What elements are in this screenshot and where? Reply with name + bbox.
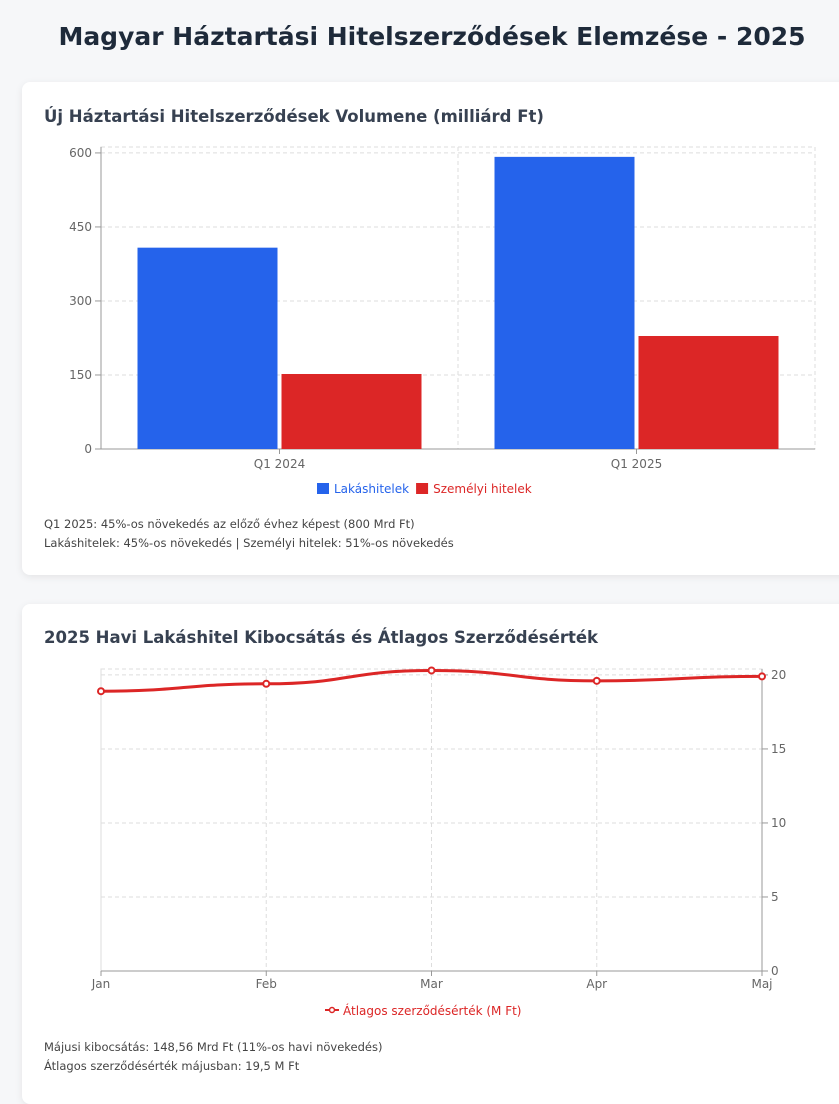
x-tick-label: Q1 2025 — [611, 457, 662, 471]
bar-chart-notes: Q1 2025: 45%-os növekedés az előző évhez… — [44, 515, 454, 553]
line-chart-title: 2025 Havi Lakáshitel Kibocsátás és Átlag… — [44, 628, 599, 647]
x-tick-label: Mar — [420, 977, 443, 991]
y-tick-label: 15 — [771, 742, 786, 756]
legend-label: Átlagos szerződésérték (M Ft) — [343, 1003, 521, 1018]
legend-marker — [328, 1006, 336, 1014]
legend-swatch — [317, 483, 329, 494]
y-tick-label: 300 — [69, 294, 92, 308]
note-line: Májusi kibocsátás: 148,56 Mrd Ft (11%-os… — [44, 1040, 383, 1054]
x-tick-label: Q1 2024 — [254, 457, 305, 471]
line-chart: 0 5 10 15 20 Jan Feb Mar Apr Maj Átlagos szerződés… — [91, 666, 786, 1018]
bar-chart: 0 150 300 450 600 Q1 2024 Q1 2025 Lakáshitelek S… — [69, 146, 816, 496]
page-title: Magyar Háztartási Hitelszerződések Elemz… — [58, 22, 806, 51]
x-tick-label: Jan — [91, 977, 111, 991]
y-tick-label: 20 — [771, 668, 786, 682]
data-point — [427, 666, 436, 675]
y-tick-label: 0 — [84, 442, 92, 456]
bar-Lakáshitelek — [494, 156, 635, 450]
data-point — [262, 679, 271, 688]
y-tick-label: 450 — [69, 220, 92, 234]
note-line: Átlagos szerződésérték májusban: 19,5 M … — [44, 1059, 300, 1073]
y-tick-label: 0 — [771, 964, 779, 978]
data-point — [758, 672, 766, 681]
x-tick-label: Feb — [256, 977, 277, 991]
data-point — [97, 687, 105, 696]
x-tick-label: Apr — [586, 977, 607, 991]
note-line: Q1 2025: 45%-os növekedés az előző évhez… — [44, 517, 415, 531]
bar-Lakáshitelek — [137, 247, 278, 449]
y-tick-label: 150 — [69, 368, 92, 382]
bar-chart-card: Új Háztartási Hitelszerződések Volumene … — [22, 82, 839, 575]
legend-label: Személyi hitelek — [433, 482, 532, 496]
line-chart-card: 2025 Havi Lakáshitel Kibocsátás és Átlag… — [22, 604, 839, 1104]
line-chart-notes: Májusi kibocsátás: 148,56 Mrd Ft (11%-os… — [44, 1038, 382, 1076]
bar-Személyi hitelek — [638, 335, 779, 449]
y-tick-label: 5 — [771, 890, 779, 904]
note-line: Lakáshitelek: 45%-os növekedés | Személy… — [44, 536, 454, 550]
legend-label: Lakáshitelek — [334, 482, 409, 496]
bar-Személyi hitelek — [281, 373, 422, 449]
y-tick-label: 600 — [69, 146, 92, 160]
y-tick-label: 10 — [771, 816, 786, 830]
bar-chart-title: Új Háztartási Hitelszerződések Volumene … — [44, 107, 544, 126]
data-point — [592, 676, 601, 685]
legend-swatch — [416, 483, 429, 494]
x-tick-label: Maj — [751, 977, 772, 991]
